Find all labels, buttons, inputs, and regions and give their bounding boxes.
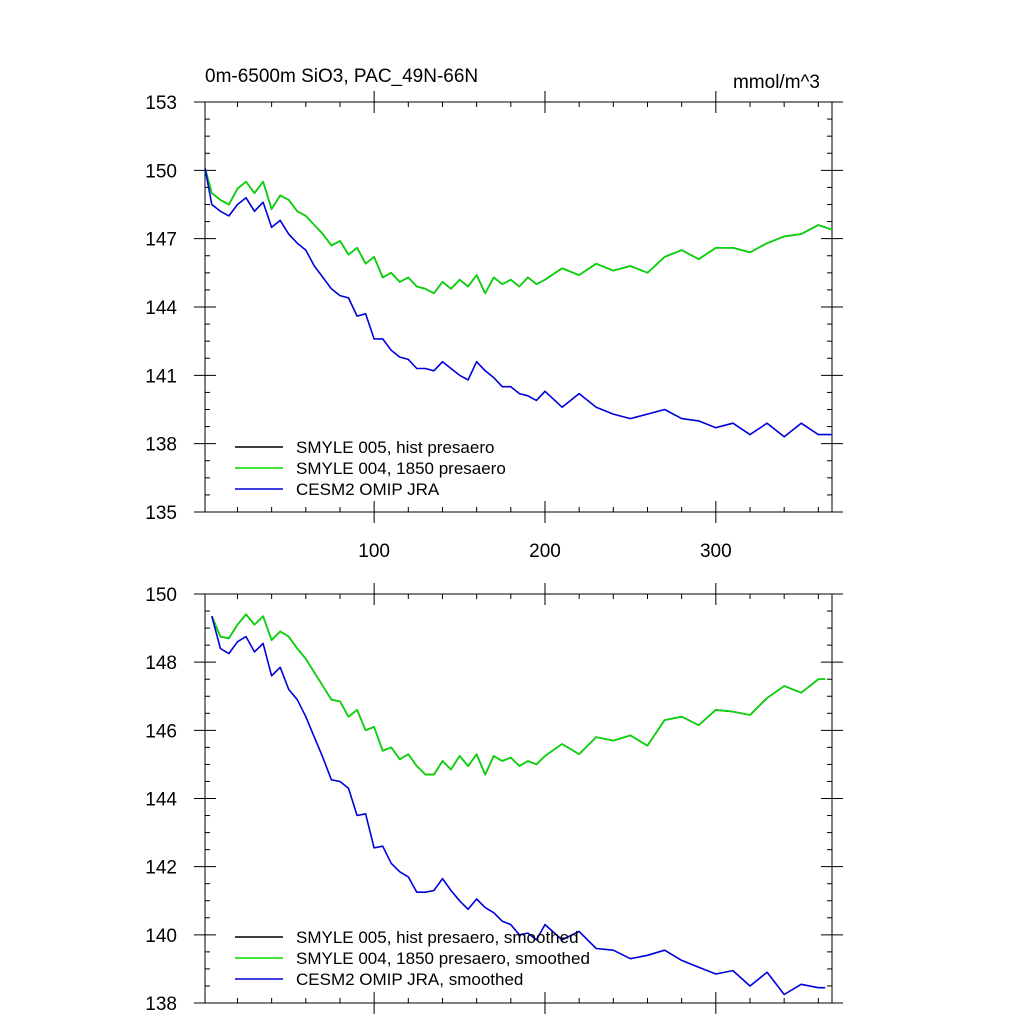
legend-label: CESM2 OMIP JRA [296, 480, 440, 499]
y-tick-label: 138 [145, 994, 177, 1015]
y-tick-label: 138 [145, 435, 177, 456]
y-tick-label: 142 [145, 858, 177, 879]
y-tick-label: 153 [145, 93, 177, 114]
legend-label: SMYLE 004, 1850 presaero [296, 459, 506, 478]
top-panel-title: 0m-6500m SiO3, PAC_49N-66N [205, 66, 478, 87]
x-tick-label: 100 [358, 541, 390, 562]
series-line-smyle-004-1850-presaero [205, 167, 832, 295]
y-tick-label: 141 [145, 366, 177, 387]
legend-label: SMYLE 005, hist presaero [296, 438, 494, 457]
series-line-cesm2-omip-jra [205, 167, 832, 438]
series-line-smyle-005-hist-presaero [205, 167, 832, 295]
series-line-cesm2-omip-jra-smoothed [211, 615, 826, 996]
legend-label: CESM2 OMIP JRA, smoothed [296, 970, 523, 989]
y-tick-label: 147 [145, 230, 177, 251]
legend-label: SMYLE 004, 1850 presaero, smoothed [296, 949, 590, 968]
y-tick-label: 135 [145, 503, 177, 524]
y-tick-label: 150 [145, 161, 177, 182]
y-tick-label: 144 [145, 298, 177, 319]
y-tick-label: 150 [145, 585, 177, 606]
x-tick-label: 200 [529, 541, 561, 562]
bottom-panel: 138 140 142 144 146 148 150 SMYLE 005, hist pre… [145, 583, 843, 1015]
legend-label: SMYLE 005, hist presaero, smoothed [296, 928, 579, 947]
units-label: mmol/m^3 [733, 72, 820, 93]
x-tick-label: 300 [700, 541, 732, 562]
top-panel: 0m-6500m SiO3, PAC_49N-66N mmol/m^3 100 2… [145, 66, 843, 562]
y-tick-label: 148 [145, 653, 177, 674]
y-tick-label: 146 [145, 721, 177, 742]
series-line-smyle-005-hist-presaero-smoothed [211, 613, 826, 776]
y-tick-label: 144 [145, 790, 177, 811]
series-line-smyle-004-1850-presaero-smoothed [211, 613, 826, 776]
y-tick-label: 140 [145, 926, 177, 947]
